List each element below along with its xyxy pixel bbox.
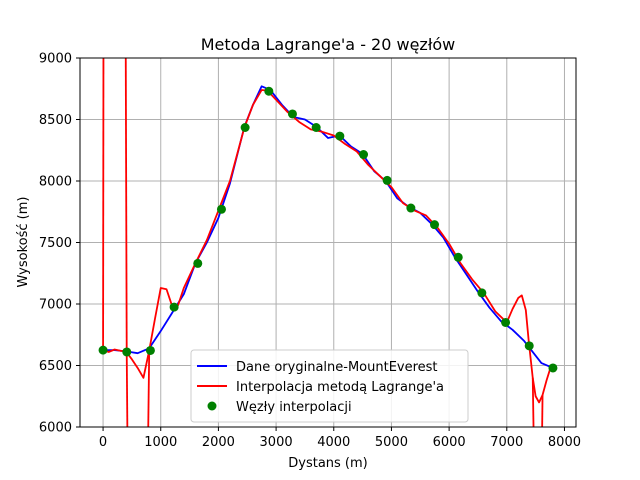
interpolation-node-point	[287, 109, 297, 119]
interpolation-node-point	[335, 131, 345, 141]
interpolation-node-point	[382, 175, 392, 185]
x-tick-label: 3000	[260, 435, 293, 450]
x-tick-label: 1000	[144, 435, 177, 450]
y-tick-label: 7500	[39, 236, 72, 251]
interpolation-node-point	[264, 86, 274, 96]
x-axis-label: Dystans (m)	[288, 456, 368, 471]
chart-title: Metoda Lagrange'a - 20 węzłów	[201, 35, 456, 54]
y-axis-label: Wysokość (m)	[16, 197, 31, 288]
series-layer	[98, 58, 558, 427]
interpolation-oscillation-segment	[125, 351, 129, 427]
interpolation-node-point	[216, 204, 226, 214]
x-tick-label: 7000	[490, 435, 523, 450]
legend-label-interpolation: Interpolacja metodą Lagrange'a	[236, 380, 444, 395]
interpolation-oscillation-segment	[124, 58, 128, 352]
interpolation-node-point	[169, 302, 179, 312]
interpolation-node-point	[98, 345, 108, 355]
y-tick-label: 8500	[39, 113, 72, 128]
legend: Dane oryginalne-MountEverest Interpolacj…	[190, 349, 469, 423]
x-tick-label: 0	[99, 435, 107, 450]
legend-frame	[190, 349, 469, 423]
interpolation-oscillation-segment	[541, 395, 544, 427]
interpolation-node-point	[193, 258, 203, 268]
interpolation-node-point	[524, 341, 534, 351]
interpolation-node-point	[430, 220, 440, 230]
interpolation-node-point	[145, 345, 155, 355]
legend-marker-nodes	[207, 401, 217, 411]
interpolation-node-point	[501, 317, 511, 327]
interpolation-node-point	[406, 203, 416, 213]
y-axis-ticks: 6000 6500 7000 7500 8000 8500 9000	[39, 52, 80, 436]
x-tick-label: 8000	[548, 435, 581, 450]
interpolation-node-point	[453, 252, 463, 262]
y-tick-label: 9000	[39, 52, 72, 67]
interpolation-node-point	[477, 288, 487, 298]
interpolation-node-point	[311, 122, 321, 132]
series-interpolation-line	[102, 89, 554, 404]
interpolation-node-point	[240, 122, 250, 132]
interpolation-node-point	[122, 347, 132, 357]
y-tick-label: 7000	[39, 298, 72, 313]
legend-label-original: Dane oryginalne-MountEverest	[236, 360, 438, 375]
x-tick-label: 5000	[375, 435, 408, 450]
interpolation-oscillation-segment	[147, 350, 151, 427]
interpolation-node-point	[548, 363, 558, 373]
plot-frame	[79, 57, 577, 428]
interpolation-oscillation-segment	[531, 377, 535, 427]
x-axis-ticks: 0 1000 2000 3000 4000 5000 6000 7000 8000	[99, 427, 581, 450]
interpolation-node-point	[359, 150, 369, 160]
x-tick-label: 4000	[317, 435, 350, 450]
y-tick-label: 6000	[39, 421, 72, 436]
x-tick-label: 2000	[202, 435, 235, 450]
y-tick-label: 8000	[39, 175, 72, 190]
x-tick-label: 6000	[433, 435, 466, 450]
legend-label-nodes: Węzły interpolacji	[236, 400, 352, 415]
y-tick-label: 6500	[39, 359, 72, 374]
